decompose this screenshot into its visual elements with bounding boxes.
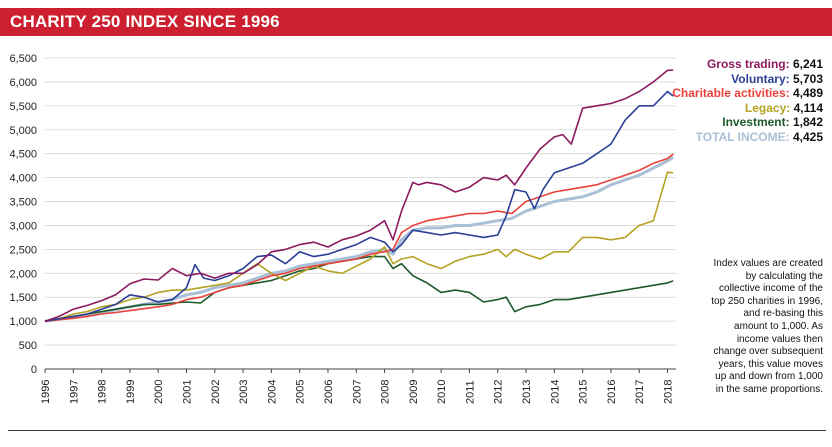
legend-label: Charitable activities:	[672, 86, 790, 100]
y-axis-ticks: 0 500 1,000 1,500 2,000 2,500 3,000 3,500 4,000 4…	[9, 53, 37, 376]
series-lines	[44, 69, 675, 323]
x-tick-label: 2012	[493, 380, 505, 404]
x-tick-label: 2018	[663, 380, 675, 404]
series-line-voluntary	[44, 90, 674, 322]
x-tick-label: 2013	[521, 380, 533, 404]
legend-label: TOTAL INCOME:	[695, 129, 790, 144]
y-tick-label: 2,500	[9, 244, 37, 256]
legend-item-total-income: TOTAL INCOME: 4,425	[623, 130, 823, 145]
x-tick-label: 1999	[125, 380, 137, 404]
x-tick-label: 1997	[68, 380, 80, 404]
x-tick-label: 2008	[380, 380, 392, 404]
y-tick-label: 1,500	[9, 292, 37, 304]
x-tick-label: 1996	[40, 380, 52, 404]
x-tick-label: 2017	[634, 380, 646, 404]
x-tick-label: 2010	[436, 380, 448, 404]
x-tick-label: 2014	[549, 380, 561, 404]
legend-label: Investment:	[722, 115, 790, 129]
methodology-note: Index values are created by calculating …	[711, 258, 823, 395]
legend-item-charitable-activities: Charitable activities: 4,489	[623, 86, 823, 101]
x-tick-label: 2006	[323, 380, 335, 404]
legend-label: Voluntary:	[731, 71, 790, 86]
x-tick-label: 2011	[464, 380, 476, 404]
x-tick-label: 2016	[606, 380, 618, 404]
legend-label: Legacy:	[744, 100, 791, 115]
legend-value: 6,241	[792, 57, 823, 71]
legend-item-investment: Investment: 1,842	[623, 115, 823, 130]
x-tick-label: 2001	[181, 380, 193, 404]
y-tick-label: 5,500	[9, 101, 37, 113]
y-tick-label: 3,000	[9, 220, 37, 232]
x-tick-label: 2005	[295, 380, 307, 404]
y-tick-label: 3,500	[9, 197, 37, 209]
series-line-investment	[44, 255, 674, 322]
legend-item-gross-trading: Gross trading: 6,241	[623, 57, 823, 72]
y-tick-label: 500	[19, 340, 37, 352]
legend-label: Gross trading:	[706, 57, 790, 71]
bottom-divider	[8, 430, 826, 431]
y-tick-label: 1,000	[9, 316, 37, 328]
grid-lines	[45, 57, 676, 370]
x-tick-label: 1998	[97, 380, 109, 404]
y-tick-label: 0	[31, 364, 37, 376]
series-line-gross-trading	[44, 69, 674, 322]
y-tick-label: 5,000	[9, 125, 37, 137]
y-tick-label: 6,000	[9, 77, 37, 89]
legend-value: 1,842	[792, 115, 823, 129]
x-tick-label: 2003	[238, 380, 250, 404]
title-bar: CHARITY 250 INDEX SINCE 1996	[0, 8, 832, 36]
legend-value: 4,114	[793, 100, 823, 115]
x-tick-label: 2000	[153, 380, 165, 404]
y-tick-label: 4,000	[9, 173, 37, 185]
legend-value: 5,703	[792, 71, 823, 86]
legend-value: 4,489	[792, 86, 823, 100]
legend-item-legacy: Legacy: 4,114	[623, 101, 823, 116]
x-tick-label: 2002	[210, 380, 222, 404]
legend-value: 4,425	[792, 129, 823, 144]
y-tick-label: 4,500	[9, 149, 37, 161]
series-line-total-income	[44, 156, 675, 323]
legend-item-voluntary: Voluntary: 5,703	[623, 72, 823, 87]
y-tick-label: 2,000	[9, 268, 37, 280]
series-line-charitable-activities	[44, 153, 674, 322]
x-tick-label: 2004	[266, 380, 278, 404]
chart-title: CHARITY 250 INDEX SINCE 1996	[10, 12, 280, 31]
x-tick-label: 2015	[578, 380, 590, 404]
x-tick-label: 2009	[408, 380, 420, 404]
y-tick-label: 6,500	[9, 53, 37, 65]
x-tick-label: 2007	[351, 380, 363, 404]
legend: Gross trading: 6,241 Voluntary: 5,703 Ch…	[623, 57, 823, 144]
series-line-legacy	[44, 171, 674, 322]
x-axis-ticks: 1996 1997 1998 1999 2000 2001 2002 2003 2004 2005…	[40, 369, 675, 404]
